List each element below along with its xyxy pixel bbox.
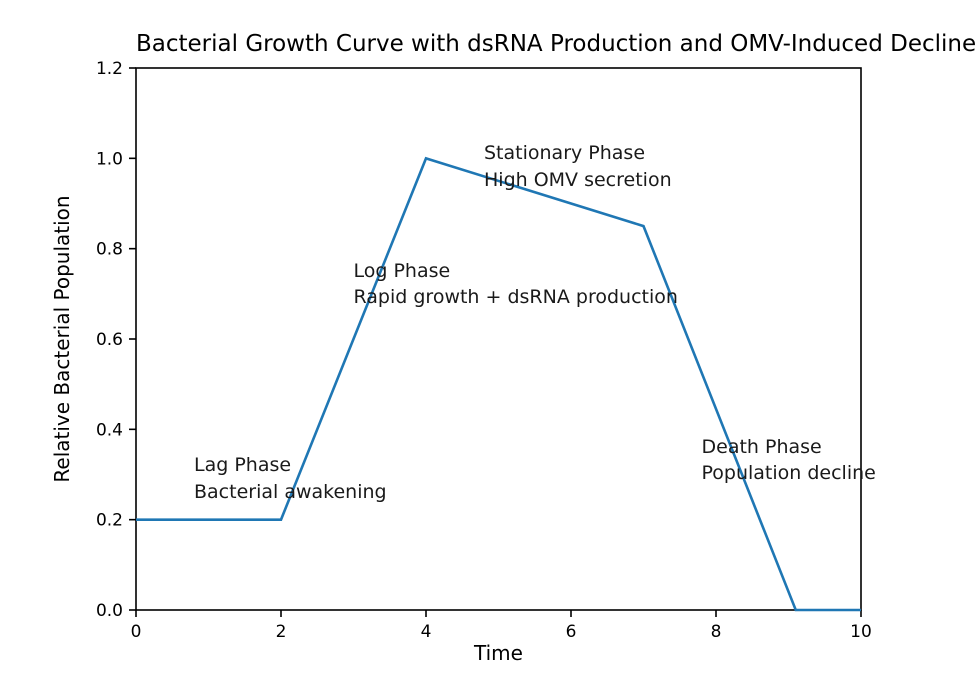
y-axis-label: Relative Bacterial Population bbox=[50, 195, 74, 483]
y-tick-label: 0.6 bbox=[96, 330, 123, 350]
annotation-death-phase: Death Phase Population decline bbox=[701, 435, 876, 485]
annotation-stationary-phase: Stationary Phase High OMV secretion bbox=[484, 142, 672, 191]
x-tick-label: 2 bbox=[276, 622, 287, 642]
y-tick-label: 1.2 bbox=[96, 59, 123, 79]
growth-curve-line bbox=[136, 156, 861, 612]
annotation-log-phase: Log Phase Rapid growth + dsRNA productio… bbox=[353, 259, 678, 309]
y-tick-label: 1.0 bbox=[96, 149, 123, 169]
annotation-lag-phase: Lag Phase Bacterial awakening bbox=[194, 453, 387, 503]
y-tick-label: 0.2 bbox=[96, 511, 123, 531]
x-tick-label: 10 bbox=[850, 622, 872, 642]
y-tick-label: 0.8 bbox=[96, 240, 123, 260]
x-tick-label: 4 bbox=[421, 622, 432, 642]
y-tick-label: 0.4 bbox=[96, 420, 123, 440]
chart-title: Bacterial Growth Curve with dsRNA Produc… bbox=[136, 31, 977, 57]
x-axis-label: Time bbox=[474, 641, 523, 665]
x-tick-label: 6 bbox=[566, 622, 577, 642]
x-tick-label: 0 bbox=[131, 622, 142, 642]
y-tick-label: 0.0 bbox=[96, 601, 123, 621]
x-tick-label: 8 bbox=[711, 622, 722, 642]
